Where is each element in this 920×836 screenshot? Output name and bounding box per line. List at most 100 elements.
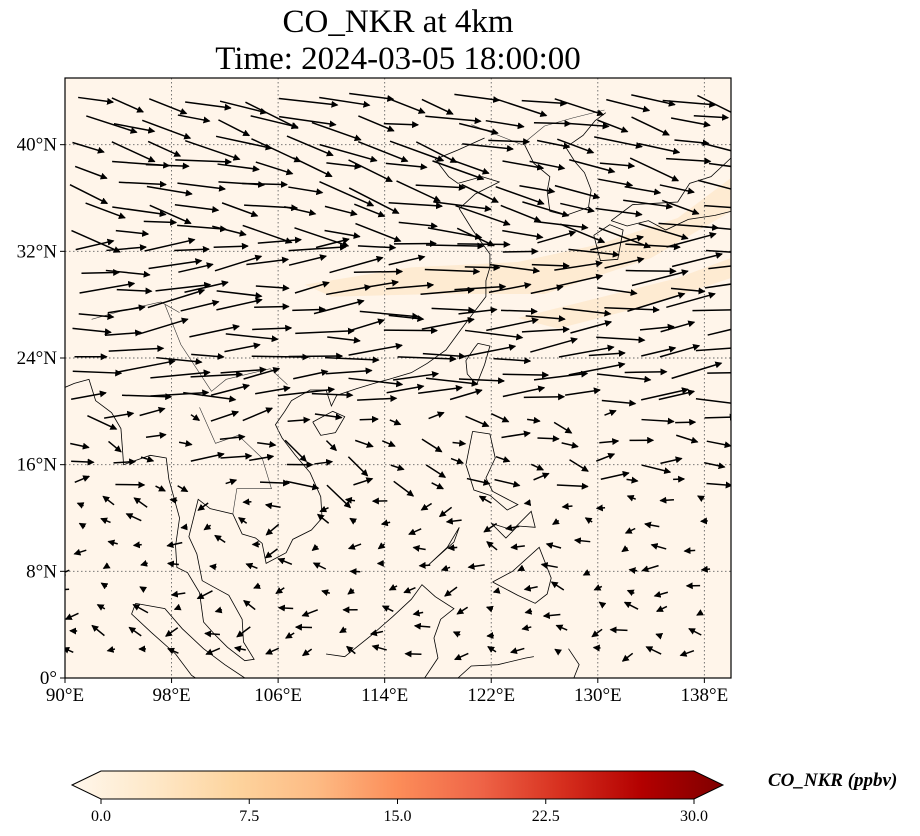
co-plume-patch xyxy=(517,258,731,329)
wind-arrow xyxy=(440,564,451,572)
wind-arrow xyxy=(147,288,206,309)
wind-arrow xyxy=(255,385,291,395)
wind-arrow xyxy=(596,373,652,383)
lon-tick-label: 138°E xyxy=(681,685,729,706)
wind-arrow xyxy=(454,652,469,661)
wind-arrow xyxy=(432,160,485,181)
wind-arrow xyxy=(502,160,545,171)
wind-arrow xyxy=(550,581,565,591)
wind-arrow xyxy=(638,222,689,241)
wind-arrow xyxy=(393,480,415,497)
wind-arrow xyxy=(464,329,524,341)
wind-arrow xyxy=(255,284,290,292)
wind-arrow xyxy=(530,463,545,471)
wind-arrow xyxy=(104,329,143,337)
wind-arrow xyxy=(86,115,138,134)
wind-arrow xyxy=(488,138,531,146)
wind-arrow xyxy=(243,600,256,611)
wind-arrow xyxy=(357,395,398,403)
wind-arrow xyxy=(582,569,591,576)
wind-arrow xyxy=(197,502,209,511)
wind-arrow xyxy=(78,312,115,320)
wind-arrow xyxy=(191,352,225,360)
wind-arrow xyxy=(347,543,362,550)
wind-arrow xyxy=(390,98,426,114)
wind-arrow xyxy=(392,371,440,381)
wind-arrow xyxy=(415,141,458,163)
wind-arrow xyxy=(604,256,645,269)
wind-arrow xyxy=(705,249,731,253)
colorbar-tick-label: 15.0 xyxy=(384,808,412,825)
wind-arrow xyxy=(565,387,601,396)
wind-arrow xyxy=(277,386,336,397)
wind-arrow xyxy=(517,564,526,572)
wind-arrow xyxy=(165,627,179,637)
wind-arrow xyxy=(259,479,291,487)
wind-arrow xyxy=(264,502,281,510)
wind-arrow xyxy=(555,624,568,632)
wind-arrow xyxy=(75,238,115,251)
wind-arrow xyxy=(530,284,564,295)
wind-arrow xyxy=(598,178,634,188)
coastline-segment xyxy=(131,603,196,678)
wind-arrow xyxy=(288,243,347,252)
wind-arrow xyxy=(452,631,461,638)
co-concentration-plume xyxy=(304,178,731,329)
wind-arrow xyxy=(371,644,387,652)
wind-arrow xyxy=(319,143,378,163)
wind-arrow xyxy=(561,441,579,449)
wind-arrow xyxy=(100,582,109,590)
wind-arrow xyxy=(149,204,192,225)
wind-arrow xyxy=(155,281,212,292)
wind-arrow xyxy=(65,588,70,591)
wind-arrow xyxy=(216,297,263,311)
wind-arrow xyxy=(524,607,533,615)
wind-arrow xyxy=(464,264,501,272)
wind-arrow xyxy=(659,496,674,504)
wind-arrow xyxy=(655,605,668,613)
colorbar-tick-label: 0.0 xyxy=(91,808,111,825)
wind-arrow xyxy=(467,562,485,570)
wind-arrow xyxy=(465,415,490,428)
wind-arrow xyxy=(210,410,240,422)
coastline-segment xyxy=(65,137,501,662)
wind-arrow xyxy=(285,480,320,491)
wind-arrow xyxy=(140,559,148,567)
wind-arrow xyxy=(418,561,431,569)
wind-arrow xyxy=(692,309,731,312)
lon-tick-label: 106°E xyxy=(254,685,302,706)
wind-arrow xyxy=(312,562,327,570)
wind-arrow xyxy=(562,307,612,317)
wind-arrow xyxy=(292,157,333,178)
wind-arrow xyxy=(175,158,233,166)
wind-arrow xyxy=(284,205,317,216)
wind-arrow xyxy=(628,567,638,574)
wind-arrow xyxy=(533,472,550,481)
wind-arrow xyxy=(359,310,420,320)
wind-arrow xyxy=(420,286,475,295)
wind-arrow xyxy=(559,223,606,244)
wind-arrow xyxy=(325,367,373,375)
wind-arrow xyxy=(670,287,706,295)
wind-arrow xyxy=(510,543,525,551)
wind-arrow xyxy=(377,542,386,550)
wind-arrow xyxy=(502,371,550,379)
wind-arrow xyxy=(106,244,147,252)
wind-arrow xyxy=(418,384,463,394)
wind-arrow xyxy=(325,440,337,452)
wind-arrow xyxy=(493,357,532,365)
wind-arrow xyxy=(177,114,211,124)
wind-arrow xyxy=(388,583,398,591)
wind-arrow xyxy=(388,254,426,266)
wind-arrow xyxy=(625,243,681,251)
wind-arrow xyxy=(641,564,659,573)
wind-arrow xyxy=(329,255,384,274)
wind-arrow xyxy=(102,495,115,506)
wind-arrow xyxy=(584,517,593,525)
wind-arrow xyxy=(560,202,595,214)
wind-arrow xyxy=(327,336,361,344)
wind-arrow xyxy=(348,377,404,388)
wind-arrow xyxy=(626,589,635,597)
wind-arrow xyxy=(288,254,328,266)
wind-arrow xyxy=(626,494,637,502)
